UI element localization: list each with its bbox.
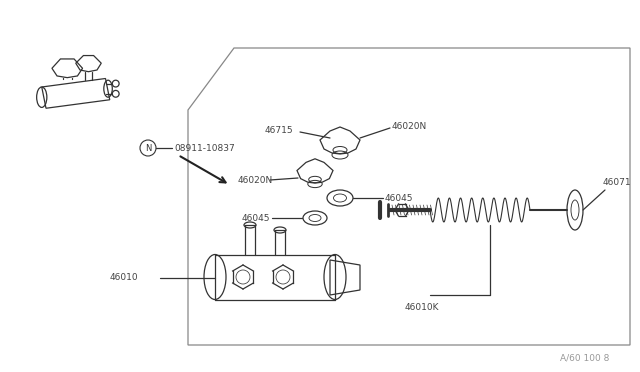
Text: 46045: 46045 bbox=[385, 193, 413, 202]
Text: 46020N: 46020N bbox=[392, 122, 428, 131]
Text: N: N bbox=[145, 144, 151, 153]
Text: 46045: 46045 bbox=[242, 214, 271, 222]
Text: A/60 100 8: A/60 100 8 bbox=[560, 353, 609, 362]
Text: 46715: 46715 bbox=[265, 125, 294, 135]
Text: 46010K: 46010K bbox=[405, 302, 440, 311]
Text: 08911-10837: 08911-10837 bbox=[174, 144, 235, 153]
Text: 46020N: 46020N bbox=[238, 176, 273, 185]
Text: 46071: 46071 bbox=[603, 177, 632, 186]
Text: 46010: 46010 bbox=[110, 273, 139, 282]
